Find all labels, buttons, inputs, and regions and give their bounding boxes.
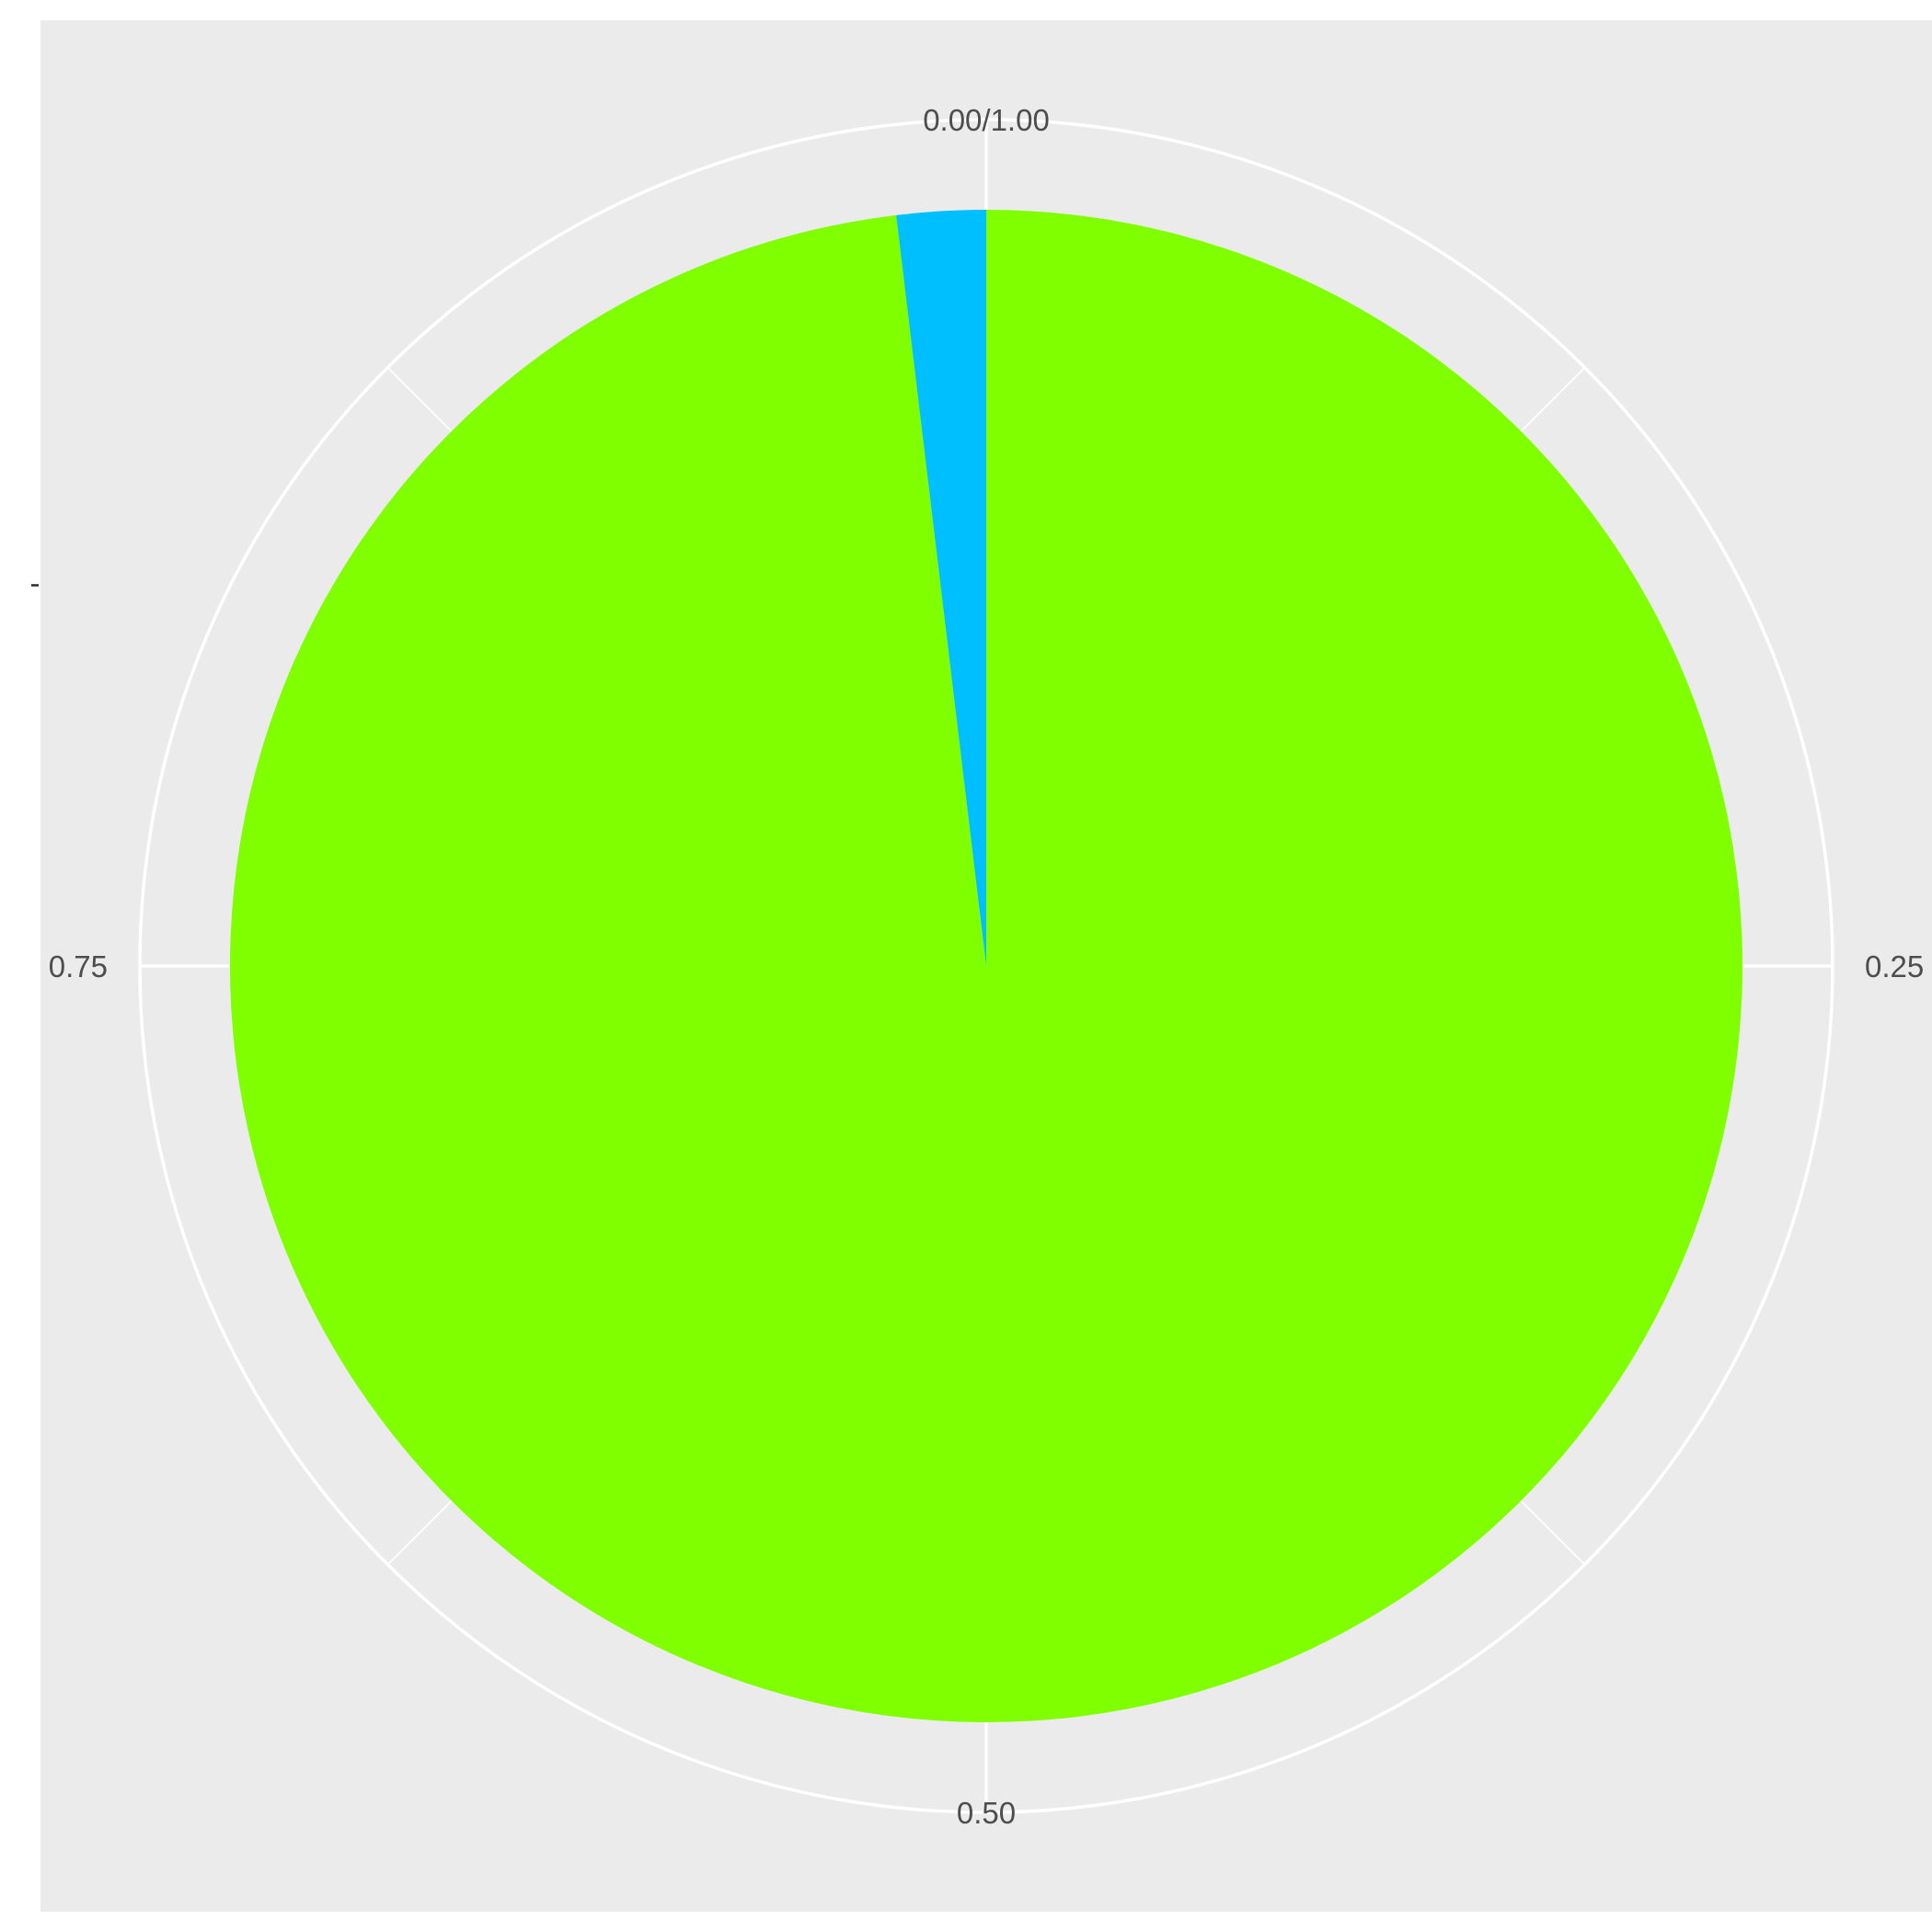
angular-tick-label: 0.75 xyxy=(49,949,108,983)
angular-tick-label: 0.00/1.00 xyxy=(923,103,1050,137)
angular-tick-label: 0.25 xyxy=(1865,949,1924,983)
angular-tick-label: 0.50 xyxy=(957,1796,1016,1830)
angular-tick-labels: 0.00/1.00 0.25 0.50 0.75 xyxy=(49,103,1924,1830)
pie-slice-1 xyxy=(229,210,1742,1722)
y-axis-tick-label: - xyxy=(30,566,40,600)
pie-slice-2 xyxy=(896,210,986,966)
pie-slices xyxy=(229,210,1742,1722)
